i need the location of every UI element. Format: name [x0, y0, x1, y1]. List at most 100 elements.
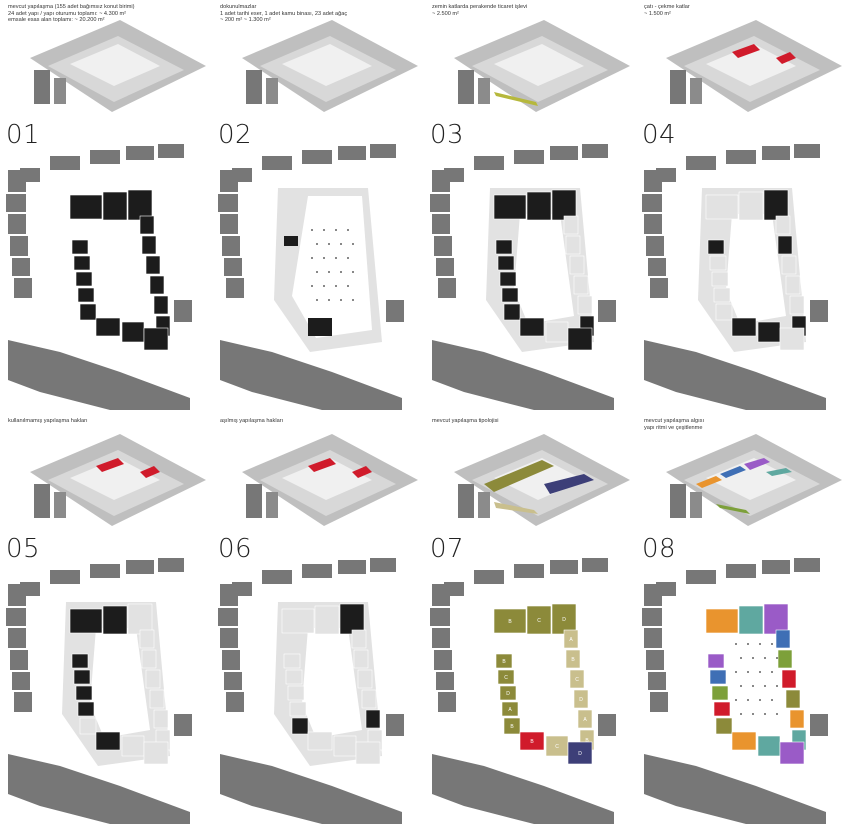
context-block-west	[12, 672, 30, 690]
context-block-north	[90, 564, 120, 578]
building-south-1	[121, 321, 145, 343]
tree-dot	[735, 699, 737, 701]
building-south-2	[143, 741, 169, 765]
building-north-1	[526, 191, 552, 221]
building-south-1	[333, 735, 357, 757]
context-block-west	[650, 692, 668, 712]
building-southwest-0	[71, 239, 89, 255]
context-block-north	[726, 564, 756, 578]
building-north-0	[69, 608, 103, 634]
context-block-north	[232, 168, 252, 182]
context-block-west	[218, 608, 238, 626]
building-north-2	[551, 603, 577, 635]
typology-label: C	[537, 618, 541, 624]
context-buildings	[430, 144, 616, 410]
axon-accent	[744, 458, 770, 470]
building-southwest-4	[715, 717, 733, 735]
tree-dot	[776, 713, 778, 715]
tree-dot	[311, 285, 313, 287]
building-southwest-3	[713, 287, 731, 303]
tree-dot	[740, 685, 742, 687]
building-south-2	[567, 741, 593, 765]
building-southwest-2	[499, 685, 517, 701]
tree-dot	[311, 229, 313, 231]
building-east-2	[145, 255, 161, 275]
building-east-1	[777, 235, 793, 255]
building-east-2	[569, 255, 585, 275]
building-east-3	[785, 689, 801, 709]
axon-tower	[54, 78, 66, 104]
tree-dot	[328, 271, 330, 273]
axon-courtyard	[706, 44, 796, 86]
context-block-south	[644, 340, 826, 410]
context-block-west	[218, 194, 238, 212]
context-block-west	[222, 650, 240, 670]
building-southwest-0	[707, 239, 725, 255]
context-block-west	[648, 672, 666, 690]
axon-courtyard	[494, 44, 584, 86]
tree-dot	[328, 299, 330, 301]
context-buildings	[642, 558, 828, 824]
tree-dot	[752, 657, 754, 659]
building-south-0	[519, 317, 545, 337]
building-east-1	[353, 649, 369, 669]
context-block-west	[434, 650, 452, 670]
axonometric-view	[666, 20, 842, 112]
axon-tower	[458, 70, 474, 104]
context-block-north	[20, 582, 40, 596]
context-block-west	[6, 194, 26, 212]
axon-tower	[670, 484, 686, 518]
building-east-1	[565, 235, 581, 255]
building-east-3	[149, 275, 165, 295]
building-southwest-3	[501, 287, 519, 303]
building-southwest-3	[289, 701, 307, 717]
context-block-north	[474, 156, 504, 170]
panel-number: 06	[218, 534, 253, 564]
building-north-2	[127, 189, 153, 221]
context-block-north	[582, 558, 608, 572]
panel-caption: çatı - çekme katlar ~ 1.500 m²	[644, 4, 690, 17]
context-block-east	[598, 714, 616, 736]
axon-accent	[140, 466, 160, 478]
tree-dot	[747, 643, 749, 645]
courtyard-open	[90, 628, 150, 738]
building-southwest-1	[709, 669, 727, 685]
context-block-west	[438, 278, 456, 298]
axon-tower	[246, 70, 262, 104]
building-north-2	[127, 603, 153, 635]
context-block-north	[126, 560, 154, 574]
building-south-0	[731, 731, 757, 751]
context-block-north	[762, 560, 790, 574]
building-southwest-1	[73, 669, 91, 685]
context-buildings	[218, 558, 404, 824]
panel-graphic	[218, 20, 418, 410]
typology-label: C	[575, 677, 579, 683]
axon-tower	[266, 492, 278, 518]
context-block-west	[226, 692, 244, 712]
axonometric-view	[666, 434, 842, 526]
building-east-2	[781, 255, 797, 275]
context-block-east	[386, 300, 404, 322]
tree-dot	[316, 299, 318, 301]
context-block-south	[8, 754, 190, 824]
context-block-west	[224, 258, 242, 276]
context-block-west	[14, 278, 32, 298]
panel-graphic	[430, 20, 630, 410]
tree-dot	[352, 299, 354, 301]
building-south-1	[757, 735, 781, 757]
context-block-west	[648, 258, 666, 276]
tree-dot	[752, 685, 754, 687]
context-block-south	[644, 754, 826, 824]
axon-courtyard	[706, 458, 796, 500]
tree-dot	[740, 657, 742, 659]
building-south-1	[545, 321, 569, 343]
context-block-north	[474, 570, 504, 584]
building-east-4	[153, 295, 169, 315]
building-southwest-0	[707, 653, 725, 669]
building-south-0	[731, 317, 757, 337]
building-southwest-0	[71, 653, 89, 669]
building-east-0	[139, 629, 155, 649]
tree-dot	[352, 271, 354, 273]
axon-courtyard	[70, 44, 160, 86]
building-east-3	[573, 275, 589, 295]
